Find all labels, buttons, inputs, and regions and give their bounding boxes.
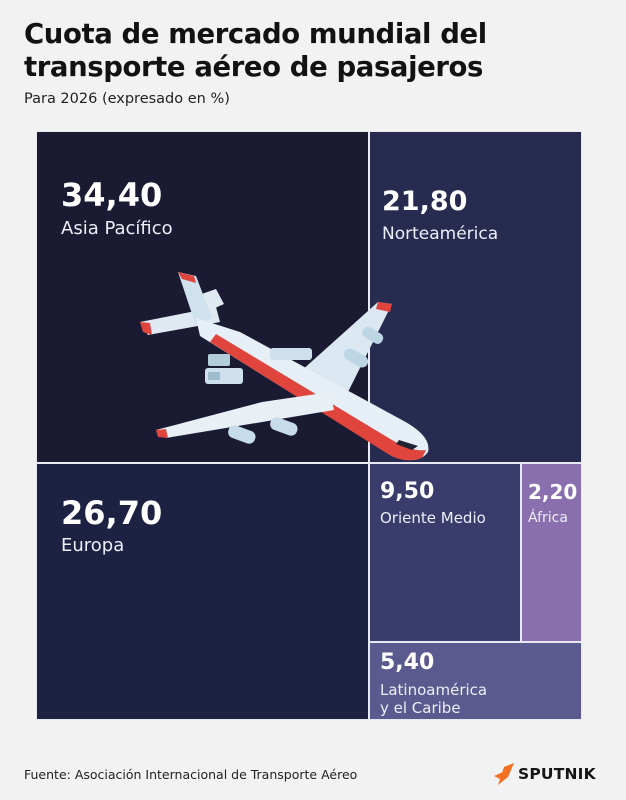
tile-value: 5,40 — [380, 650, 435, 675]
brand-name: SPUTNIK — [518, 765, 596, 783]
tile-label: Latinoamérica y el Caribe — [380, 681, 488, 717]
tile-asia-pacifico: 34,40 Asia Pacífico — [36, 131, 369, 463]
tile-value: 26,70 — [61, 494, 163, 532]
tile-norteamerica: 21,80 Norteamérica — [369, 131, 582, 463]
sputnik-logo-icon — [494, 763, 514, 785]
brand-logo: SPUTNIK — [494, 762, 596, 786]
tile-value: 9,50 — [380, 479, 435, 504]
tile-value: 2,20 — [528, 480, 578, 504]
tile-label: Oriente Medio — [380, 509, 486, 527]
tile-label: Europa — [61, 535, 125, 556]
tile-label: Asia Pacífico — [61, 218, 173, 239]
chart-title: Cuota de mercado mundial del transporte … — [24, 18, 487, 83]
tile-value: 34,40 — [61, 176, 163, 214]
source-note: Fuente: Asociación Internacional de Tran… — [24, 767, 358, 782]
tile-value: 21,80 — [382, 186, 468, 217]
tile-label: Norteamérica — [382, 224, 499, 244]
tile-oriente-medio: 9,50 Oriente Medio — [369, 463, 521, 642]
chart-subtitle: Para 2026 (expresado en %) — [24, 91, 230, 107]
tile-europa: 26,70 Europa — [36, 463, 369, 720]
tile-latinoamerica-y-el-caribe: 5,40 Latinoamérica y el Caribe — [369, 642, 582, 720]
treemap: 34,40 Asia Pacífico 26,70 Europa 21,80 Nortea… — [36, 131, 582, 720]
tile-africa: 2,20 África — [521, 463, 582, 642]
tile-label: África — [528, 510, 568, 526]
